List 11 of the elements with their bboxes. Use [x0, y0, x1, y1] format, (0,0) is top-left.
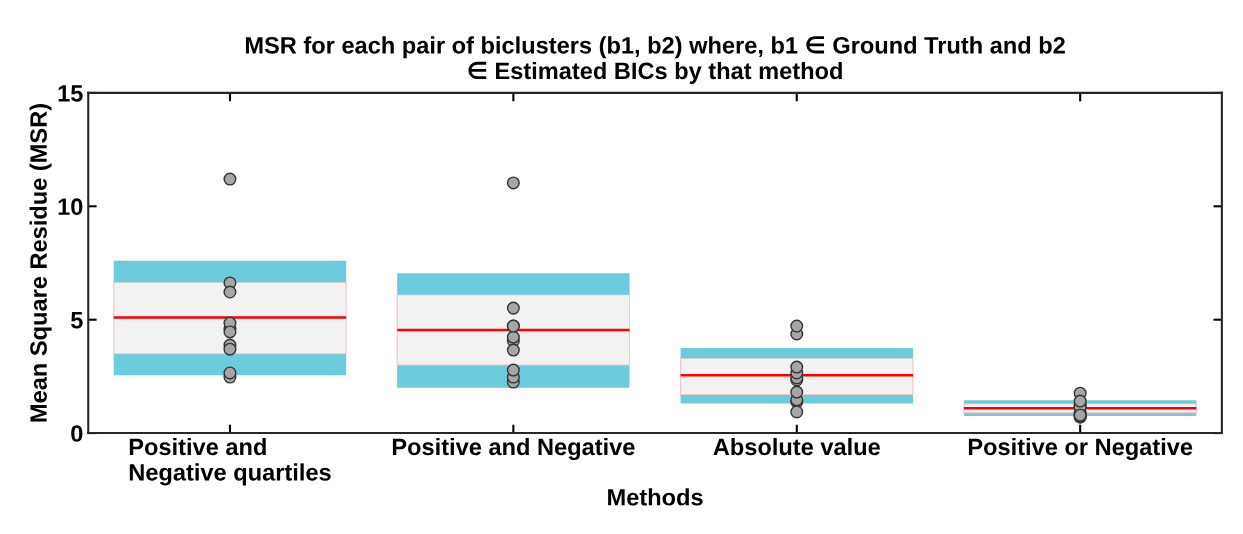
y-tick-label: 10: [58, 198, 83, 216]
x-tick-label: Positive and Negative quartiles: [129, 437, 331, 486]
x-tick-label: Absolute value: [713, 437, 880, 456]
y-tick-label: 5: [70, 312, 83, 329]
x-tick-label: Positive and Negative: [392, 437, 635, 461]
y-tick-label: 0: [71, 425, 83, 442]
y-axis-title: Mean Square Residue (MSR): [29, 104, 52, 422]
chart-title: MSR for each pair of biclusters (b1, b2) where, b1 ∈ Ground Truth and b2 ∈ Estimated BICs by that method: [245, 36, 1065, 84]
x-axis-title: Methods: [608, 488, 703, 506]
x-tick-label: Positive or Negative: [968, 437, 1193, 461]
y-tick-label: 15: [58, 85, 83, 102]
